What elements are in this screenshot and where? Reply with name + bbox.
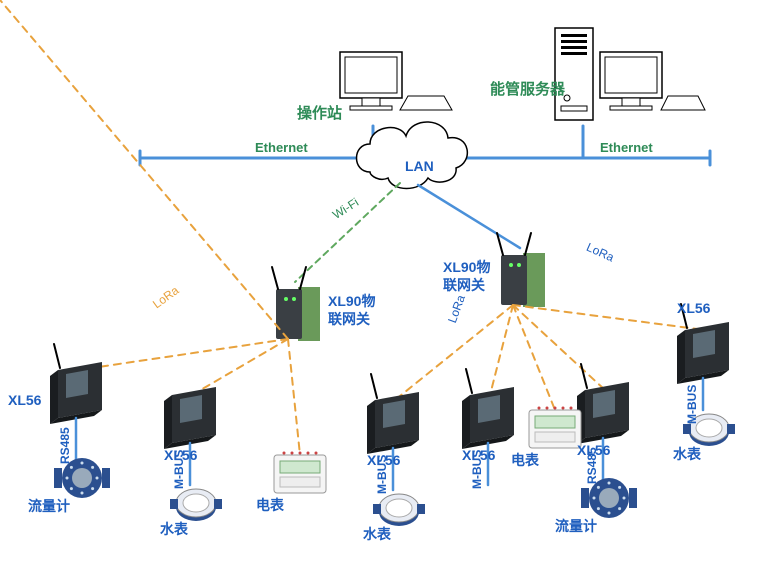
network-diagram: [0, 0, 777, 582]
